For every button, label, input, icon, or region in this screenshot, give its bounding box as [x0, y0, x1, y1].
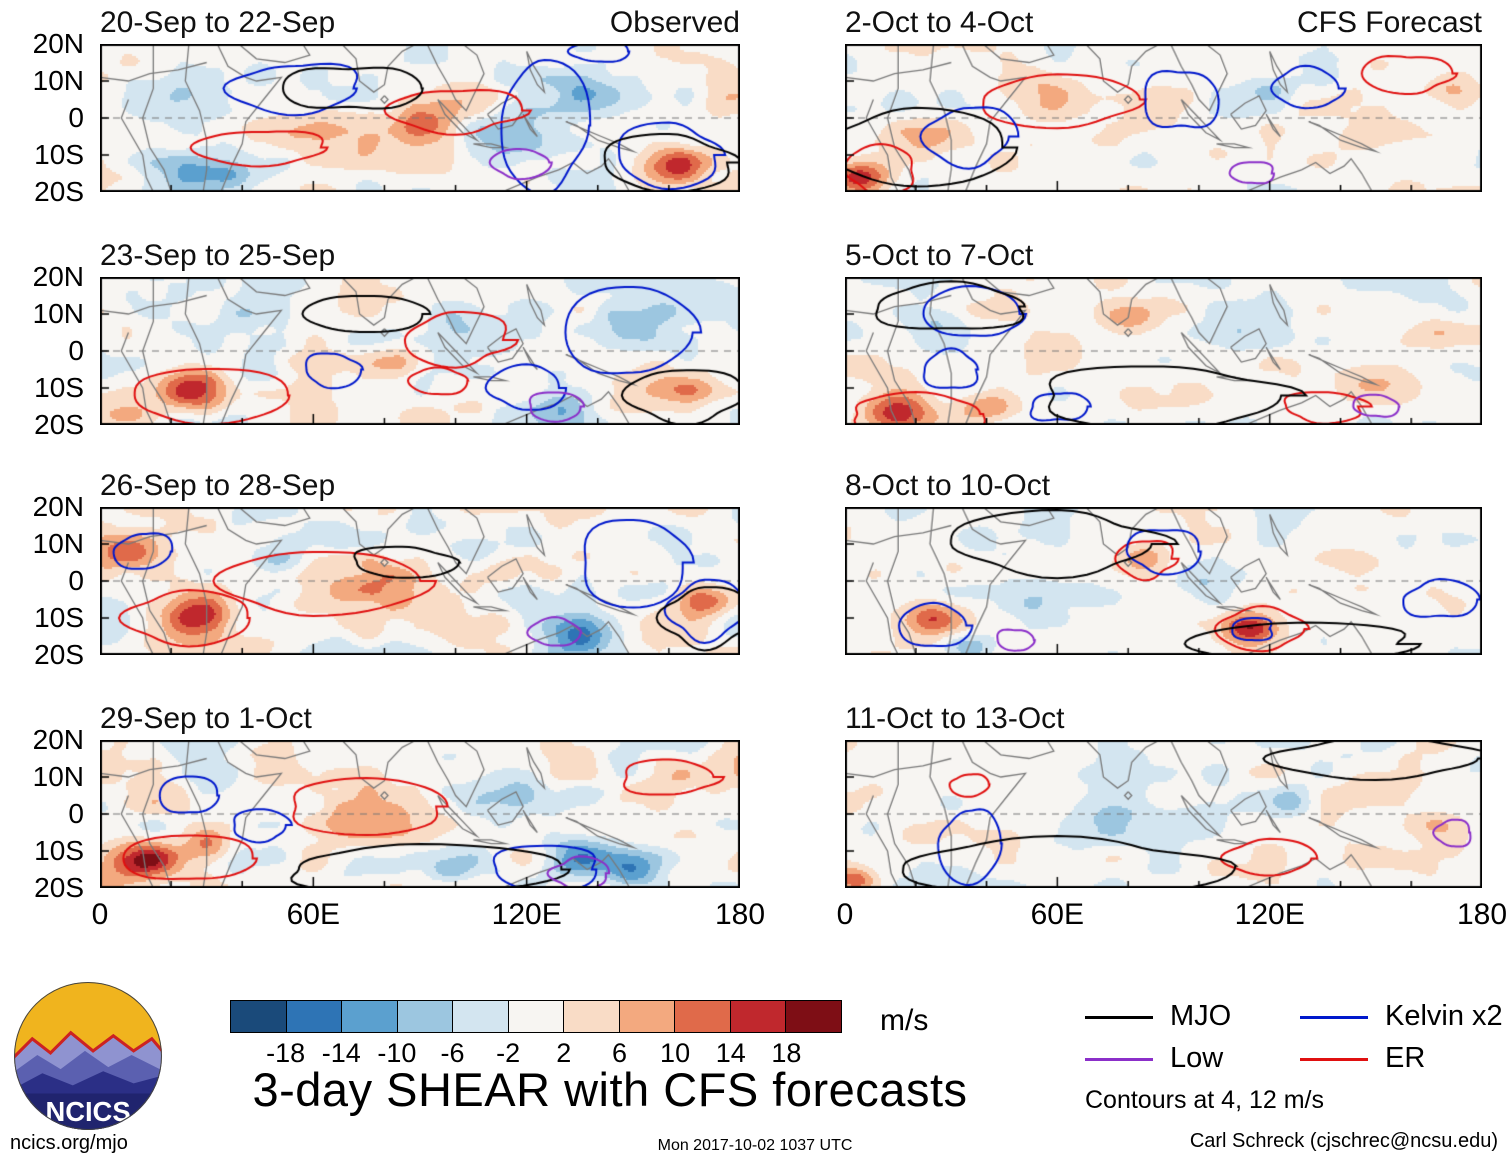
map-panel-obs-1 [100, 44, 740, 192]
x-tick: 60E [1030, 898, 1084, 931]
y-tick: 20N [32, 724, 84, 755]
colorbar-tick: -10 [377, 1038, 417, 1068]
x-tick: 180 [714, 898, 766, 931]
y-tick: 0 [68, 565, 84, 596]
y-tick: 20N [32, 491, 84, 522]
map-canvas-obs-2 [100, 277, 740, 425]
map-canvas-fc-2 [845, 277, 1482, 425]
colorbar-tick: -18 [266, 1038, 306, 1068]
map-canvas-obs-3 [100, 507, 740, 655]
y-axis-labels-row1: 20N 10N 0 10S 20S [0, 28, 92, 207]
panel-title-fc-3: 8-Oct to 10-Oct [845, 469, 1051, 502]
x-tick: 180 [1456, 898, 1508, 931]
panel-title-obs-3: 26-Sep to 28-Sep [100, 469, 336, 502]
legend-label-mjo: MJO [1170, 1000, 1232, 1032]
y-tick: 10N [32, 528, 84, 559]
y-tick: 0 [68, 102, 84, 133]
y-tick: 20S [34, 409, 84, 440]
colorbar-units: m/s [880, 1004, 929, 1037]
map-panel-fc-3 [845, 507, 1482, 655]
panel-title-obs-2: 23-Sep to 25-Sep [100, 239, 336, 272]
ncics-logo: NCICS [14, 982, 162, 1130]
panel-title-fc-2: 5-Oct to 7-Oct [845, 239, 1034, 272]
footer-url: ncics.org/mjo [10, 1132, 128, 1154]
logo-ridge-line [14, 1030, 162, 1061]
colorbar-tick: -14 [321, 1038, 361, 1068]
x-tick: 60E [286, 898, 340, 931]
map-panel-fc-4 [845, 740, 1482, 888]
y-axis-labels-row2: 20N 10N 0 10S 20S [0, 261, 92, 440]
y-tick: 10S [34, 602, 84, 633]
map-canvas-fc-3 [845, 507, 1482, 655]
x-tick: 120E [491, 898, 562, 931]
map-panel-obs-4 [100, 740, 740, 888]
y-tick: 20S [34, 639, 84, 670]
colorbar [230, 1000, 842, 1033]
y-tick: 10N [32, 298, 84, 329]
map-panel-fc-2 [845, 277, 1482, 425]
y-tick: 20S [34, 176, 84, 207]
map-canvas-obs-1 [100, 44, 740, 192]
y-tick: 20N [32, 28, 84, 59]
legend-label-er: ER [1385, 1042, 1426, 1074]
main-title: 3-day SHEAR with CFS forecasts [252, 1063, 968, 1116]
colorbar-tick: 10 [660, 1038, 691, 1068]
colorbar-tick-labels: -18 -14 -10 -6 -2 2 6 10 14 18 [230, 1038, 842, 1070]
legend-line-low [1085, 1058, 1153, 1061]
y-tick: 0 [68, 798, 84, 829]
map-canvas-obs-4 [100, 740, 740, 888]
y-axis-labels-row4: 20N 10N 0 10S 20S [0, 724, 92, 903]
footer-author: Carl Schreck (cjschrec@ncsu.edu) [1189, 1130, 1498, 1152]
y-tick: 10N [32, 761, 84, 792]
colorbar-tick: 14 [715, 1038, 746, 1068]
y-tick: 10S [34, 372, 84, 403]
y-tick: 10N [32, 65, 84, 96]
legend-label-low: Low [1170, 1042, 1224, 1074]
colorbar-tick: 18 [771, 1038, 802, 1068]
y-tick: 20N [32, 261, 84, 292]
panel-title-obs-1: 20-Sep to 22-Sep [100, 6, 336, 39]
x-tick: 0 [91, 898, 109, 931]
legend-line-mjo [1085, 1016, 1153, 1019]
map-panel-obs-3 [100, 507, 740, 655]
colorbar-tick: -2 [496, 1038, 521, 1068]
x-axis-labels-observed: 0 60E 120E 180 [92, 898, 765, 940]
map-panel-fc-1 [845, 44, 1482, 192]
column-label-forecast: CFS Forecast [1296, 6, 1482, 39]
colorbar-tick: 2 [556, 1038, 572, 1068]
map-canvas-fc-4 [845, 740, 1482, 888]
legend-line-er [1300, 1058, 1368, 1061]
legend-line-kelvin [1300, 1016, 1368, 1019]
legend-label-kelvin: Kelvin x2 [1385, 1000, 1503, 1032]
column-label-observed: Observed [609, 6, 740, 39]
colorbar-tick: -6 [440, 1038, 465, 1068]
y-tick: 10S [34, 835, 84, 866]
panel-title-fc-4: 11-Oct to 13-Oct [845, 702, 1065, 735]
x-tick: 120E [1234, 898, 1305, 931]
logo-border [14, 982, 162, 1130]
footer-timestamp: Mon 2017-10-02 1037 UTC [657, 1137, 853, 1154]
y-tick: 20S [34, 872, 84, 903]
colorbar-tick: 6 [611, 1038, 627, 1068]
panel-title-fc-1: 2-Oct to 4-Oct [845, 6, 1034, 39]
map-canvas-fc-1 [845, 44, 1482, 192]
x-axis-labels-forecast: 0 60E 120E 180 [837, 898, 1507, 940]
y-axis-labels-row3: 20N 10N 0 10S 20S [0, 491, 92, 670]
map-panel-obs-2 [100, 277, 740, 425]
y-tick: 10S [34, 139, 84, 170]
panel-title-obs-4: 29-Sep to 1-Oct [100, 702, 312, 735]
y-tick: 0 [68, 335, 84, 366]
logo-text: NCICS [45, 1096, 130, 1127]
legend-contours-note: Contours at 4, 12 m/s [1085, 1086, 1325, 1114]
x-tick: 0 [836, 898, 854, 931]
